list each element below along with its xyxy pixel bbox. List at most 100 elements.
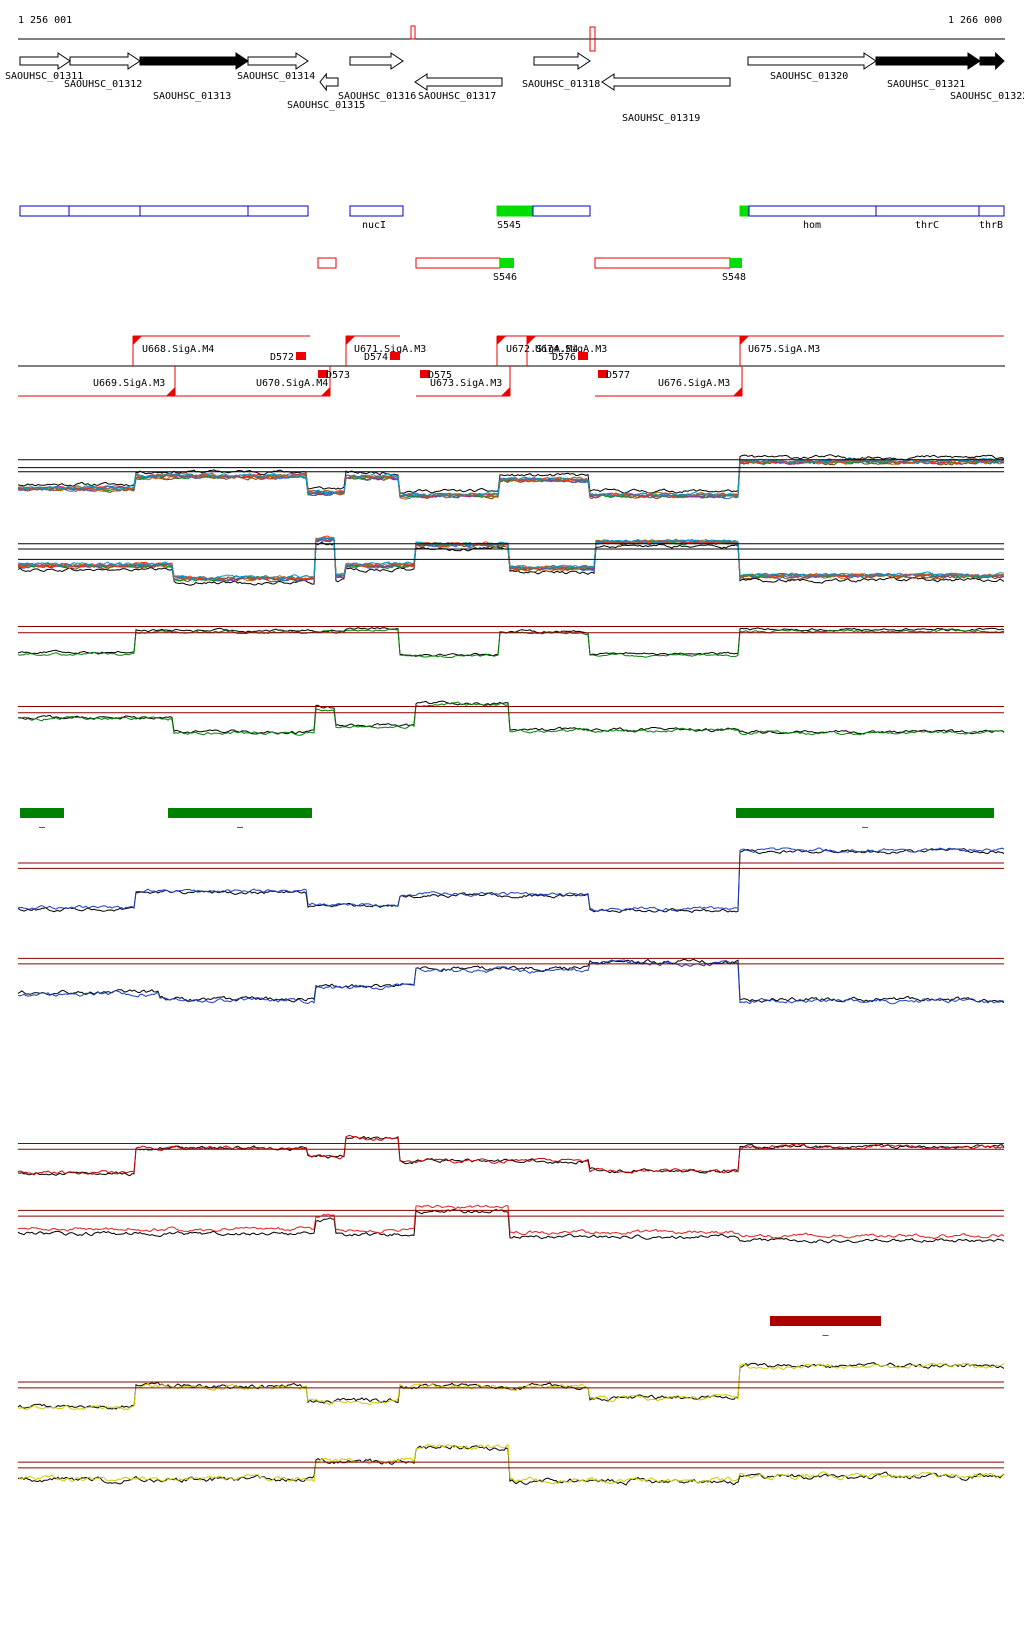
- track-yellow-plus[interactable]: [17, 1362, 1005, 1411]
- minus-feature[interactable]: [317, 257, 337, 269]
- gene-saouhsc_01322[interactable]: SAOUHSC_01322: [950, 51, 1024, 102]
- plus-feature[interactable]: thrB: [978, 205, 1005, 231]
- gene-arrow[interactable]: [247, 52, 309, 70]
- feature-box-start[interactable]: [730, 258, 742, 268]
- tu-u673-siga-m3[interactable]: U673.SigA.M3: [416, 366, 511, 397]
- significance-bar[interactable]: [736, 808, 994, 818]
- gene-arrow[interactable]: [601, 73, 731, 91]
- feature-box[interactable]: [317, 257, 337, 269]
- terminator-d575[interactable]: D575: [420, 370, 452, 381]
- gene-saouhsc_01313[interactable]: SAOUHSC_01313: [139, 52, 249, 102]
- terminator-mark[interactable]: [318, 370, 328, 378]
- feature-box[interactable]: [247, 205, 309, 217]
- track-yellow-minus[interactable]: [17, 1443, 1005, 1486]
- gene-saouhsc_01312[interactable]: SAOUHSC_01312: [64, 52, 142, 90]
- tu-start-marker: [321, 387, 330, 396]
- track-all-conditions-plus[interactable]: [17, 454, 1005, 500]
- gene-arrow[interactable]: [69, 52, 141, 70]
- tu-u675-siga-m3[interactable]: U675.SigA.M3: [739, 335, 1004, 366]
- plus-feature[interactable]: [532, 205, 591, 217]
- gene-saouhsc_01317[interactable]: SAOUHSC_01317: [414, 73, 503, 102]
- feature-box[interactable]: [139, 205, 249, 217]
- plus-feature[interactable]: [68, 205, 141, 217]
- plus-feature[interactable]: [739, 205, 750, 217]
- track-red-minus[interactable]: [17, 1204, 1005, 1244]
- feature-label: S545: [497, 220, 521, 231]
- plus-feature[interactable]: hom: [748, 205, 877, 231]
- significance-bar-green[interactable]: –: [20, 808, 64, 833]
- track-green-plus[interactable]: [17, 626, 1005, 659]
- tu-u669-siga-m3[interactable]: U669.SigA.M3: [18, 366, 176, 397]
- gene-arrow[interactable]: [139, 52, 249, 70]
- gene-arrow[interactable]: [533, 52, 591, 70]
- gene-saouhsc_01311[interactable]: SAOUHSC_01311: [5, 52, 83, 82]
- feature-box[interactable]: [68, 205, 141, 217]
- tu-u676-siga-m3[interactable]: U676.SigA.M3: [595, 366, 743, 397]
- gene-saouhsc_01321[interactable]: SAOUHSC_01321: [875, 52, 981, 90]
- significance-bar-green[interactable]: –: [736, 808, 994, 833]
- track-red-plus[interactable]: [17, 1134, 1005, 1177]
- gene-arrow[interactable]: [747, 52, 877, 70]
- minus-feature[interactable]: S548: [594, 257, 746, 283]
- feature-box[interactable]: [739, 205, 750, 217]
- significance-bar[interactable]: [770, 1316, 881, 1326]
- gene-arrow[interactable]: [319, 72, 339, 92]
- plus-feature[interactable]: [139, 205, 249, 217]
- gene-saouhsc_01320[interactable]: SAOUHSC_01320: [747, 52, 877, 82]
- gene-arrow[interactable]: [349, 52, 404, 70]
- gene-arrow[interactable]: [19, 52, 71, 70]
- feature-box[interactable]: [532, 205, 591, 217]
- terminator-mark[interactable]: [420, 370, 430, 378]
- terminator-mark[interactable]: [578, 352, 588, 360]
- track-blue-plus[interactable]: [17, 847, 1005, 913]
- feature-box[interactable]: [349, 205, 404, 217]
- plus-feature[interactable]: [19, 205, 70, 217]
- tu-u670-siga-m4[interactable]: U670.SigA.M4: [133, 366, 331, 397]
- terminator-mark[interactable]: [296, 352, 306, 360]
- gene-label: SAOUHSC_01315: [287, 100, 365, 111]
- signal-line: [17, 847, 1005, 913]
- gene-saouhsc_01315[interactable]: SAOUHSC_01315: [287, 72, 365, 111]
- terminator-mark[interactable]: [390, 352, 400, 360]
- gene-arrow[interactable]: [875, 52, 981, 70]
- minus-feature[interactable]: S546: [415, 257, 517, 283]
- feature-box[interactable]: [496, 205, 534, 217]
- gene-saouhsc_01316[interactable]: SAOUHSC_01316: [338, 52, 416, 102]
- signal-line: [17, 701, 1005, 736]
- significance-bar-red[interactable]: –: [770, 1316, 881, 1341]
- signal-line: [17, 537, 1005, 581]
- feature-box[interactable]: [415, 257, 501, 269]
- feature-box[interactable]: [978, 205, 1005, 217]
- significance-bar[interactable]: [168, 808, 312, 818]
- significance-bar[interactable]: [20, 808, 64, 818]
- track-green-minus[interactable]: [17, 700, 1005, 736]
- terminator-d576[interactable]: D576: [552, 352, 588, 363]
- feature-box[interactable]: [19, 205, 70, 217]
- plus-feature[interactable]: nucI: [349, 205, 404, 231]
- plus-feature[interactable]: S545: [496, 205, 534, 231]
- gene-arrow[interactable]: [979, 51, 1005, 71]
- terminator-mark[interactable]: [598, 370, 608, 378]
- track-all-conditions-minus[interactable]: [17, 535, 1005, 586]
- plus-feature[interactable]: [247, 205, 309, 217]
- feature-box[interactable]: [748, 205, 877, 217]
- gene-saouhsc_01318[interactable]: SAOUHSC_01318: [522, 52, 600, 90]
- plus-feature[interactable]: thrC: [875, 205, 980, 231]
- terminator-d572[interactable]: D572: [270, 352, 306, 363]
- feature-box-start[interactable]: [500, 258, 514, 268]
- tu-u668-siga-m4[interactable]: U668.SigA.M4: [132, 335, 310, 366]
- signal-line: [17, 458, 1005, 498]
- ruler-marker[interactable]: [589, 26, 596, 52]
- feature-box[interactable]: [594, 257, 731, 269]
- significance-bar-green[interactable]: –: [168, 808, 312, 833]
- ruler-marker[interactable]: [410, 25, 416, 40]
- gene-saouhsc_01319[interactable]: SAOUHSC_01319: [601, 73, 731, 124]
- terminator-d577[interactable]: D577: [598, 370, 630, 381]
- terminator-d573[interactable]: D573: [318, 370, 350, 381]
- tu-u671-siga-m3[interactable]: U671.SigA.M3: [345, 335, 426, 366]
- gene-saouhsc_01314[interactable]: SAOUHSC_01314: [237, 52, 315, 82]
- feature-box[interactable]: [875, 205, 980, 217]
- gene-arrow[interactable]: [414, 73, 503, 91]
- terminator-d574[interactable]: D574: [364, 352, 400, 363]
- track-blue-minus[interactable]: [17, 957, 1005, 1005]
